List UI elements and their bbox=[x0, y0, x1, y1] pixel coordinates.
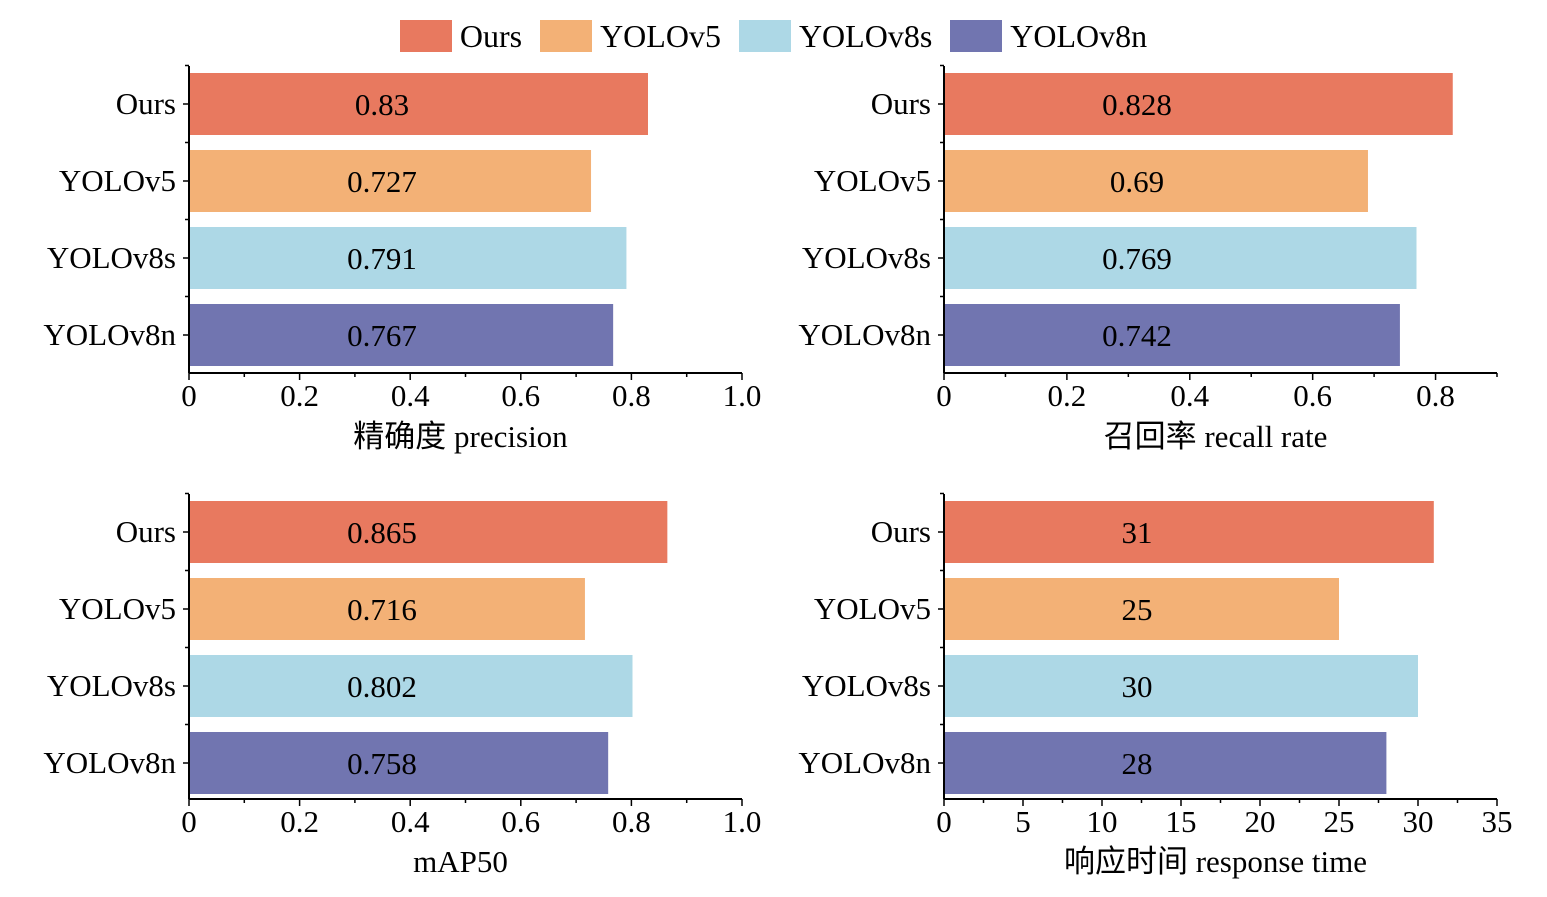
bar-value-label: 30 bbox=[1122, 669, 1153, 704]
x-tick-label: 0 bbox=[936, 378, 952, 413]
x-tick-label: 5 bbox=[1015, 804, 1031, 839]
category-label-yolov8s: YOLOv8s bbox=[802, 668, 931, 703]
bar-yolov8n bbox=[944, 304, 1400, 366]
x-axis-title: 召回率 recall rate bbox=[1104, 419, 1328, 454]
bar-value-label: 0.83 bbox=[355, 87, 409, 122]
bar-yolov5 bbox=[944, 150, 1368, 212]
bar-value-label: 0.758 bbox=[347, 746, 417, 781]
category-label-yolov8n: YOLOv8n bbox=[43, 317, 176, 352]
bar-yolov8s bbox=[944, 227, 1417, 289]
category-label-yolov5: YOLOv5 bbox=[814, 163, 931, 198]
legend: Ours YOLOv5 YOLOv8s YOLOv8n bbox=[0, 14, 1547, 58]
chart-panel-1: 0.83 Ours 0.727 YOLOv5 0.791 YOLOv8s 0.767 YOLO… bbox=[43, 64, 762, 454]
x-tick-label: 30 bbox=[1403, 804, 1434, 839]
category-label-yolov5: YOLOv5 bbox=[59, 591, 176, 626]
x-tick-label: 0.8 bbox=[1416, 378, 1455, 413]
x-tick-label: 25 bbox=[1324, 804, 1355, 839]
x-tick-label: 0.4 bbox=[1170, 378, 1209, 413]
bar-ours bbox=[189, 501, 668, 563]
x-tick-label: 15 bbox=[1166, 804, 1197, 839]
x-tick-label: 0.2 bbox=[1048, 378, 1087, 413]
x-tick-label: 35 bbox=[1482, 804, 1513, 839]
legend-label-yolov5: YOLOv5 bbox=[600, 17, 721, 54]
bar-yolov5 bbox=[189, 150, 592, 212]
bar-value-label: 0.828 bbox=[1102, 87, 1172, 122]
x-tick-label: 0.2 bbox=[280, 378, 319, 413]
legend-swatch-yolov5 bbox=[540, 20, 593, 52]
category-label-ours: Ours bbox=[871, 514, 931, 549]
bar-yolov8n bbox=[189, 732, 609, 794]
bar-yolov8s bbox=[189, 227, 627, 289]
category-label-yolov8s: YOLOv8s bbox=[47, 240, 176, 275]
bar-yolov8s bbox=[189, 655, 633, 717]
bar-value-label: 25 bbox=[1122, 592, 1153, 627]
bar-yolov5 bbox=[944, 578, 1339, 640]
category-label-yolov8n: YOLOv8n bbox=[43, 745, 176, 780]
bar-yolov8n bbox=[189, 304, 614, 366]
x-tick-label: 0.6 bbox=[1293, 378, 1332, 413]
legend-item-yolov5: YOLOv5 bbox=[540, 18, 721, 55]
bar-value-label: 0.767 bbox=[347, 318, 417, 353]
x-tick-label: 1.0 bbox=[723, 378, 762, 413]
x-tick-label: 0.4 bbox=[391, 804, 430, 839]
bar-value-label: 0.791 bbox=[347, 241, 417, 276]
bar-yolov8s bbox=[944, 655, 1418, 717]
x-tick-label: 0 bbox=[181, 804, 197, 839]
legend-item-ours: Ours bbox=[399, 17, 523, 55]
category-label-yolov8n: YOLOv8n bbox=[798, 745, 931, 780]
x-axis-title: mAP50 bbox=[413, 844, 508, 879]
x-axis-title: 响应时间 response time bbox=[1064, 844, 1367, 879]
x-tick-label: 0 bbox=[181, 378, 197, 413]
legend-item-yolov8n: YOLOv8n bbox=[950, 18, 1147, 55]
bar-value-label: 31 bbox=[1122, 515, 1153, 550]
bar-ours bbox=[944, 73, 1453, 135]
bar-value-label: 0.802 bbox=[347, 669, 417, 704]
bar-value-label: 0.69 bbox=[1110, 164, 1164, 199]
category-label-yolov8s: YOLOv8s bbox=[802, 240, 931, 275]
x-tick-label: 0.2 bbox=[280, 804, 319, 839]
category-label-yolov5: YOLOv5 bbox=[814, 591, 931, 626]
legend-item-yolov8s: YOLOv8s bbox=[738, 17, 933, 55]
x-tick-label: 0.8 bbox=[612, 378, 651, 413]
category-label-ours: Ours bbox=[871, 86, 931, 121]
x-tick-label: 0 bbox=[936, 804, 952, 839]
bar-value-label: 28 bbox=[1122, 746, 1153, 781]
legend-label-yolov8n: YOLOv8n bbox=[1010, 17, 1148, 54]
category-label-yolov8s: YOLOv8s bbox=[47, 668, 176, 703]
bar-yolov5 bbox=[189, 578, 585, 640]
legend-label-ours: Ours bbox=[459, 17, 523, 54]
chart-panel-2: 0.828 Ours 0.69 YOLOv5 0.769 YOLOv8s 0.742 YOLO… bbox=[798, 64, 1498, 454]
x-tick-label: 20 bbox=[1245, 804, 1276, 839]
bar-ours bbox=[189, 73, 648, 135]
category-label-ours: Ours bbox=[116, 514, 176, 549]
x-tick-label: 0.8 bbox=[612, 804, 651, 839]
x-tick-label: 1.0 bbox=[723, 804, 762, 839]
x-tick-label: 0.6 bbox=[501, 804, 540, 839]
legend-label-yolov8s: YOLOv8s bbox=[798, 17, 933, 54]
x-tick-label: 10 bbox=[1087, 804, 1118, 839]
legend-swatch-yolov8n bbox=[950, 20, 1003, 52]
x-axis-title: 精确度 precision bbox=[353, 419, 568, 454]
x-tick-label: 0.4 bbox=[391, 378, 430, 413]
bar-value-label: 0.716 bbox=[347, 592, 417, 627]
x-tick-label: 0.6 bbox=[501, 378, 540, 413]
bar-ours bbox=[944, 501, 1434, 563]
bar-value-label: 0.742 bbox=[1102, 318, 1172, 353]
category-label-ours: Ours bbox=[116, 86, 176, 121]
bar-value-label: 0.727 bbox=[347, 164, 417, 199]
chart-panel-3: 0.865 Ours 0.716 YOLOv5 0.802 YOLOv8s 0.758 YOL… bbox=[43, 492, 762, 879]
legend-swatch-ours bbox=[399, 20, 452, 52]
bar-yolov8n bbox=[944, 732, 1387, 794]
bar-value-label: 0.865 bbox=[347, 515, 417, 550]
category-label-yolov8n: YOLOv8n bbox=[798, 317, 931, 352]
category-label-yolov5: YOLOv5 bbox=[59, 163, 176, 198]
legend-swatch-yolov8s bbox=[738, 20, 791, 52]
bar-value-label: 0.769 bbox=[1102, 241, 1172, 276]
